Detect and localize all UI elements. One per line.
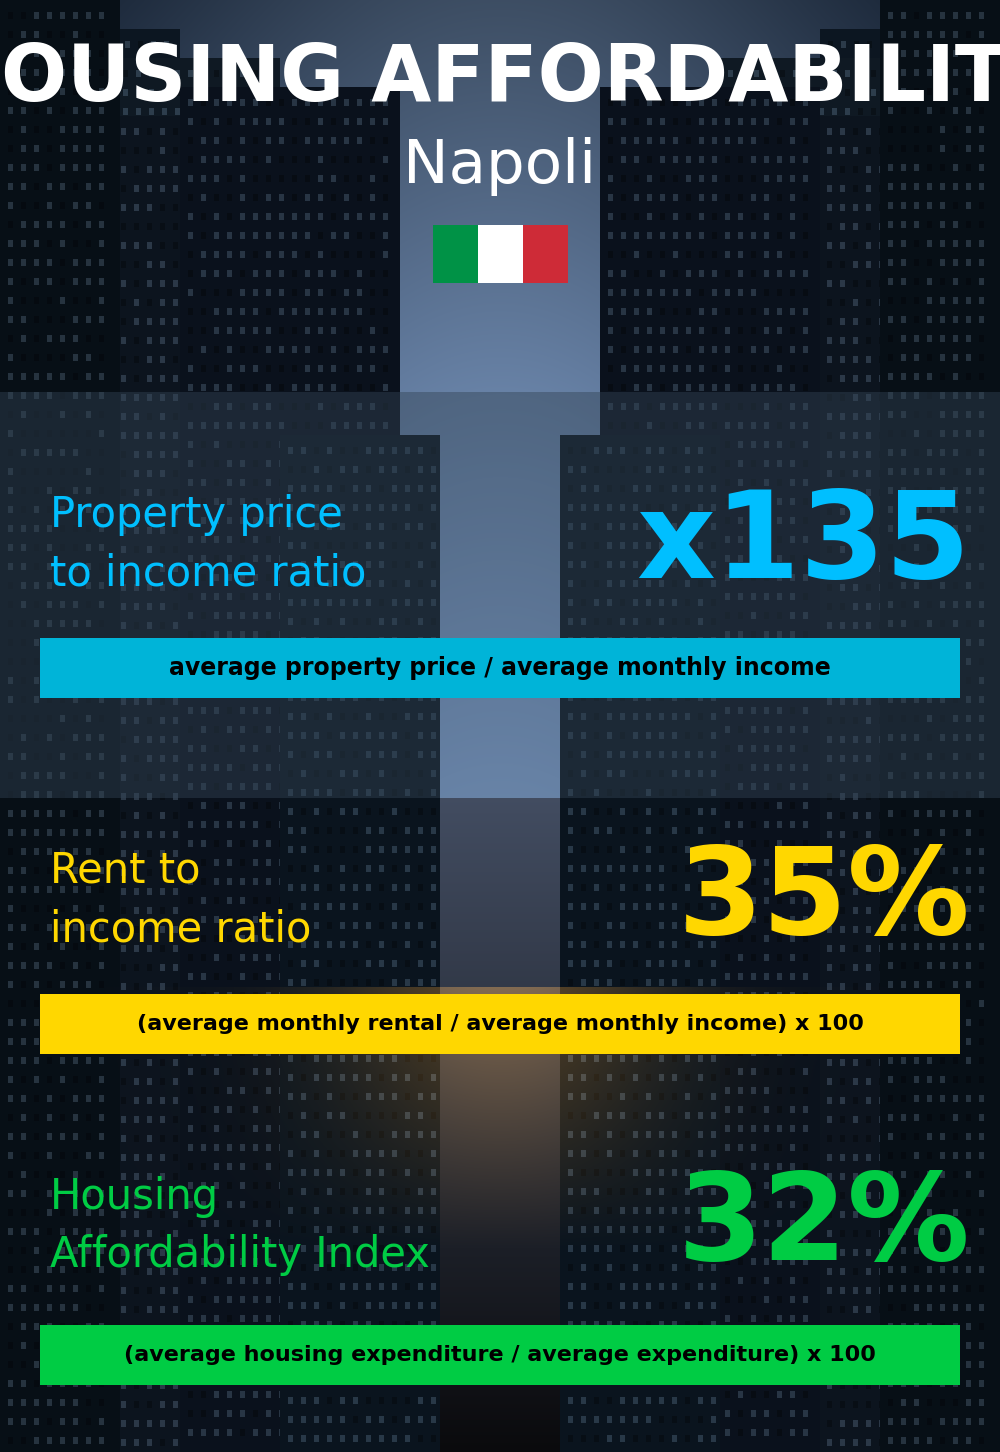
- Bar: [40, 1326, 960, 1385]
- Bar: [432, 225, 478, 283]
- Bar: [40, 637, 960, 698]
- FancyBboxPatch shape: [0, 392, 1000, 799]
- Text: Property price
to income ratio: Property price to income ratio: [50, 494, 366, 594]
- Text: x135: x135: [636, 485, 970, 603]
- Text: (average monthly rental / average monthly income) x 100: (average monthly rental / average monthl…: [137, 1013, 863, 1034]
- Text: Housing
Affordability Index: Housing Affordability Index: [50, 1176, 430, 1276]
- Text: average property price / average monthly income: average property price / average monthly…: [169, 656, 831, 680]
- Text: Napoli: Napoli: [403, 136, 597, 196]
- Bar: [40, 995, 960, 1054]
- Text: 35%: 35%: [677, 842, 970, 958]
- Text: 32%: 32%: [677, 1167, 970, 1285]
- Text: HOUSING AFFORDABILITY: HOUSING AFFORDABILITY: [0, 41, 1000, 118]
- Text: (average housing expenditure / average expenditure) x 100: (average housing expenditure / average e…: [124, 1345, 876, 1365]
- Bar: [522, 225, 568, 283]
- Text: Rent to
income ratio: Rent to income ratio: [50, 849, 311, 950]
- Bar: [478, 225, 522, 283]
